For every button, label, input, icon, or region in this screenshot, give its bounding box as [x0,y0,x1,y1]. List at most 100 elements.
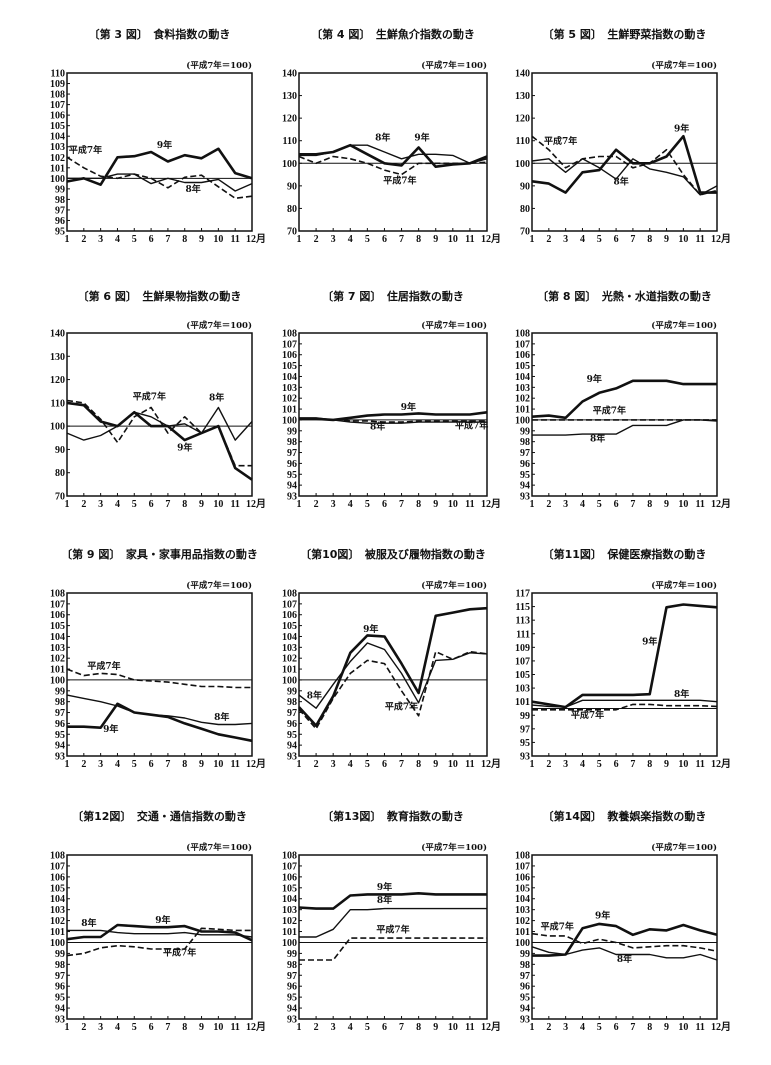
y-tick-label: 95 [55,227,65,238]
y-tick-label: 130 [515,91,530,102]
chart-title: 〔第 6 図〕 生鮮果物指数の動き [78,289,242,303]
series-line-h9 [532,922,718,957]
x-tick-label: 2 [314,759,319,770]
x-tick-label: 12月 [711,1021,731,1033]
series-line-h8 [532,419,718,436]
y-tick-label: 130 [50,352,65,363]
x-tick-label: 2 [546,234,551,245]
series-line-h9 [531,603,718,709]
y-tick-label: 97 [520,448,530,459]
y-tick-label: 100 [515,415,530,426]
y-tick-label: 100 [50,174,65,185]
y-tick-label: 96 [55,982,65,993]
series-line-h9 [299,143,488,168]
chart-panel: 〔第 9 図〕 家具・家事用品指数の動き(平成7年＝100)9394959697… [50,547,266,770]
x-tick-label: 9 [433,234,438,245]
x-tick-label: 7 [399,499,404,510]
y-tick-label: 103 [282,905,297,916]
series-label: 8年 [214,711,229,723]
series-label: 8年 [209,392,224,404]
x-tick-label: 2 [546,759,551,770]
y-tick-label: 96 [287,719,297,730]
series-label: 平成7年 [385,700,418,712]
y-tick-label: 108 [282,851,297,862]
y-tick-label: 110 [51,69,65,80]
y-tick-label: 106 [515,872,530,883]
plot-frame [298,332,488,497]
series-line-h9 [66,401,253,481]
x-tick-label: 11 [465,499,474,510]
x-tick-label: 11 [465,1022,474,1033]
y-tick-label: 100 [282,159,297,170]
x-tick-label: 12月 [481,498,501,510]
y-tick-label: 104 [50,894,65,905]
y-tick-label: 106 [282,350,297,361]
x-tick-label: 12月 [481,758,501,770]
y-tick-label: 110 [283,136,297,147]
x-tick-label: 6 [382,234,387,245]
y-tick-label: 103 [515,684,530,695]
series-line-h9 [298,606,488,727]
series-label: 8年 [614,176,629,188]
series-label: 9年 [157,139,172,151]
x-tick-label: 7 [165,1022,170,1033]
y-tick-label: 99 [55,184,65,195]
y-tick-label: 107 [50,599,65,610]
y-tick-label: 102 [515,394,530,405]
y-tick-label: 95 [520,993,530,1004]
series-line-h9 [298,891,487,910]
series-line-h7 [66,927,252,957]
x-tick-label: 4 [580,759,585,770]
y-tick-label: 100 [50,938,65,949]
y-tick-label: 96 [55,216,65,227]
y-tick-label: 93 [520,752,530,763]
x-tick-label: 2 [314,234,319,245]
x-tick-label: 6 [614,1022,619,1033]
y-tick-label: 94 [520,1004,530,1015]
series-line-h7 [531,135,718,196]
chart-panel: 〔第11図〕 保健医療指数の動き(平成7年＝100)93959799101103… [515,547,731,770]
x-tick-label: 5 [365,499,370,510]
x-tick-label: 8 [182,499,187,510]
x-tick-label: 6 [382,759,387,770]
y-tick-label: 120 [515,114,530,125]
y-tick-label: 97 [55,205,65,216]
x-tick-label: 10 [448,234,458,245]
y-tick-label: 94 [287,1004,297,1015]
x-tick-label: 12月 [246,233,266,245]
x-tick-label: 5 [597,499,602,510]
y-tick-label: 108 [282,589,297,600]
series-label: 9年 [595,909,610,921]
x-tick-label: 3 [331,759,336,770]
x-tick-label: 10 [213,1022,223,1033]
y-tick-label: 107 [282,599,297,610]
y-tick-label: 97 [287,971,297,982]
y-tick-label: 97 [287,448,297,459]
y-tick-label: 97 [520,971,530,982]
x-tick-label: 5 [365,759,370,770]
x-tick-label: 4 [580,234,585,245]
y-tick-label: 95 [55,993,65,1004]
x-tick-label: 5 [132,759,137,770]
x-tick-label: 8 [416,759,421,770]
y-tick-label: 101 [515,405,530,416]
y-tick-label: 100 [282,415,297,426]
x-tick-label: 3 [98,499,103,510]
y-tick-label: 130 [282,91,297,102]
y-tick-label: 105 [515,361,530,372]
y-tick-label: 93 [287,1015,297,1026]
x-tick-label: 2 [314,1022,319,1033]
y-tick-label: 99 [520,711,530,722]
unit-label: (平成7年＝100) [186,842,252,853]
y-tick-label: 117 [516,589,530,600]
series-label: 8年 [370,421,385,433]
y-tick-label: 106 [50,610,65,621]
x-tick-label: 3 [331,234,336,245]
y-tick-label: 107 [515,656,530,667]
x-tick-label: 9 [664,234,669,245]
x-tick-label: 12月 [246,498,266,510]
y-tick-label: 97 [55,708,65,719]
x-tick-label: 2 [546,499,551,510]
y-tick-label: 106 [282,610,297,621]
x-tick-label: 8 [182,1022,187,1033]
